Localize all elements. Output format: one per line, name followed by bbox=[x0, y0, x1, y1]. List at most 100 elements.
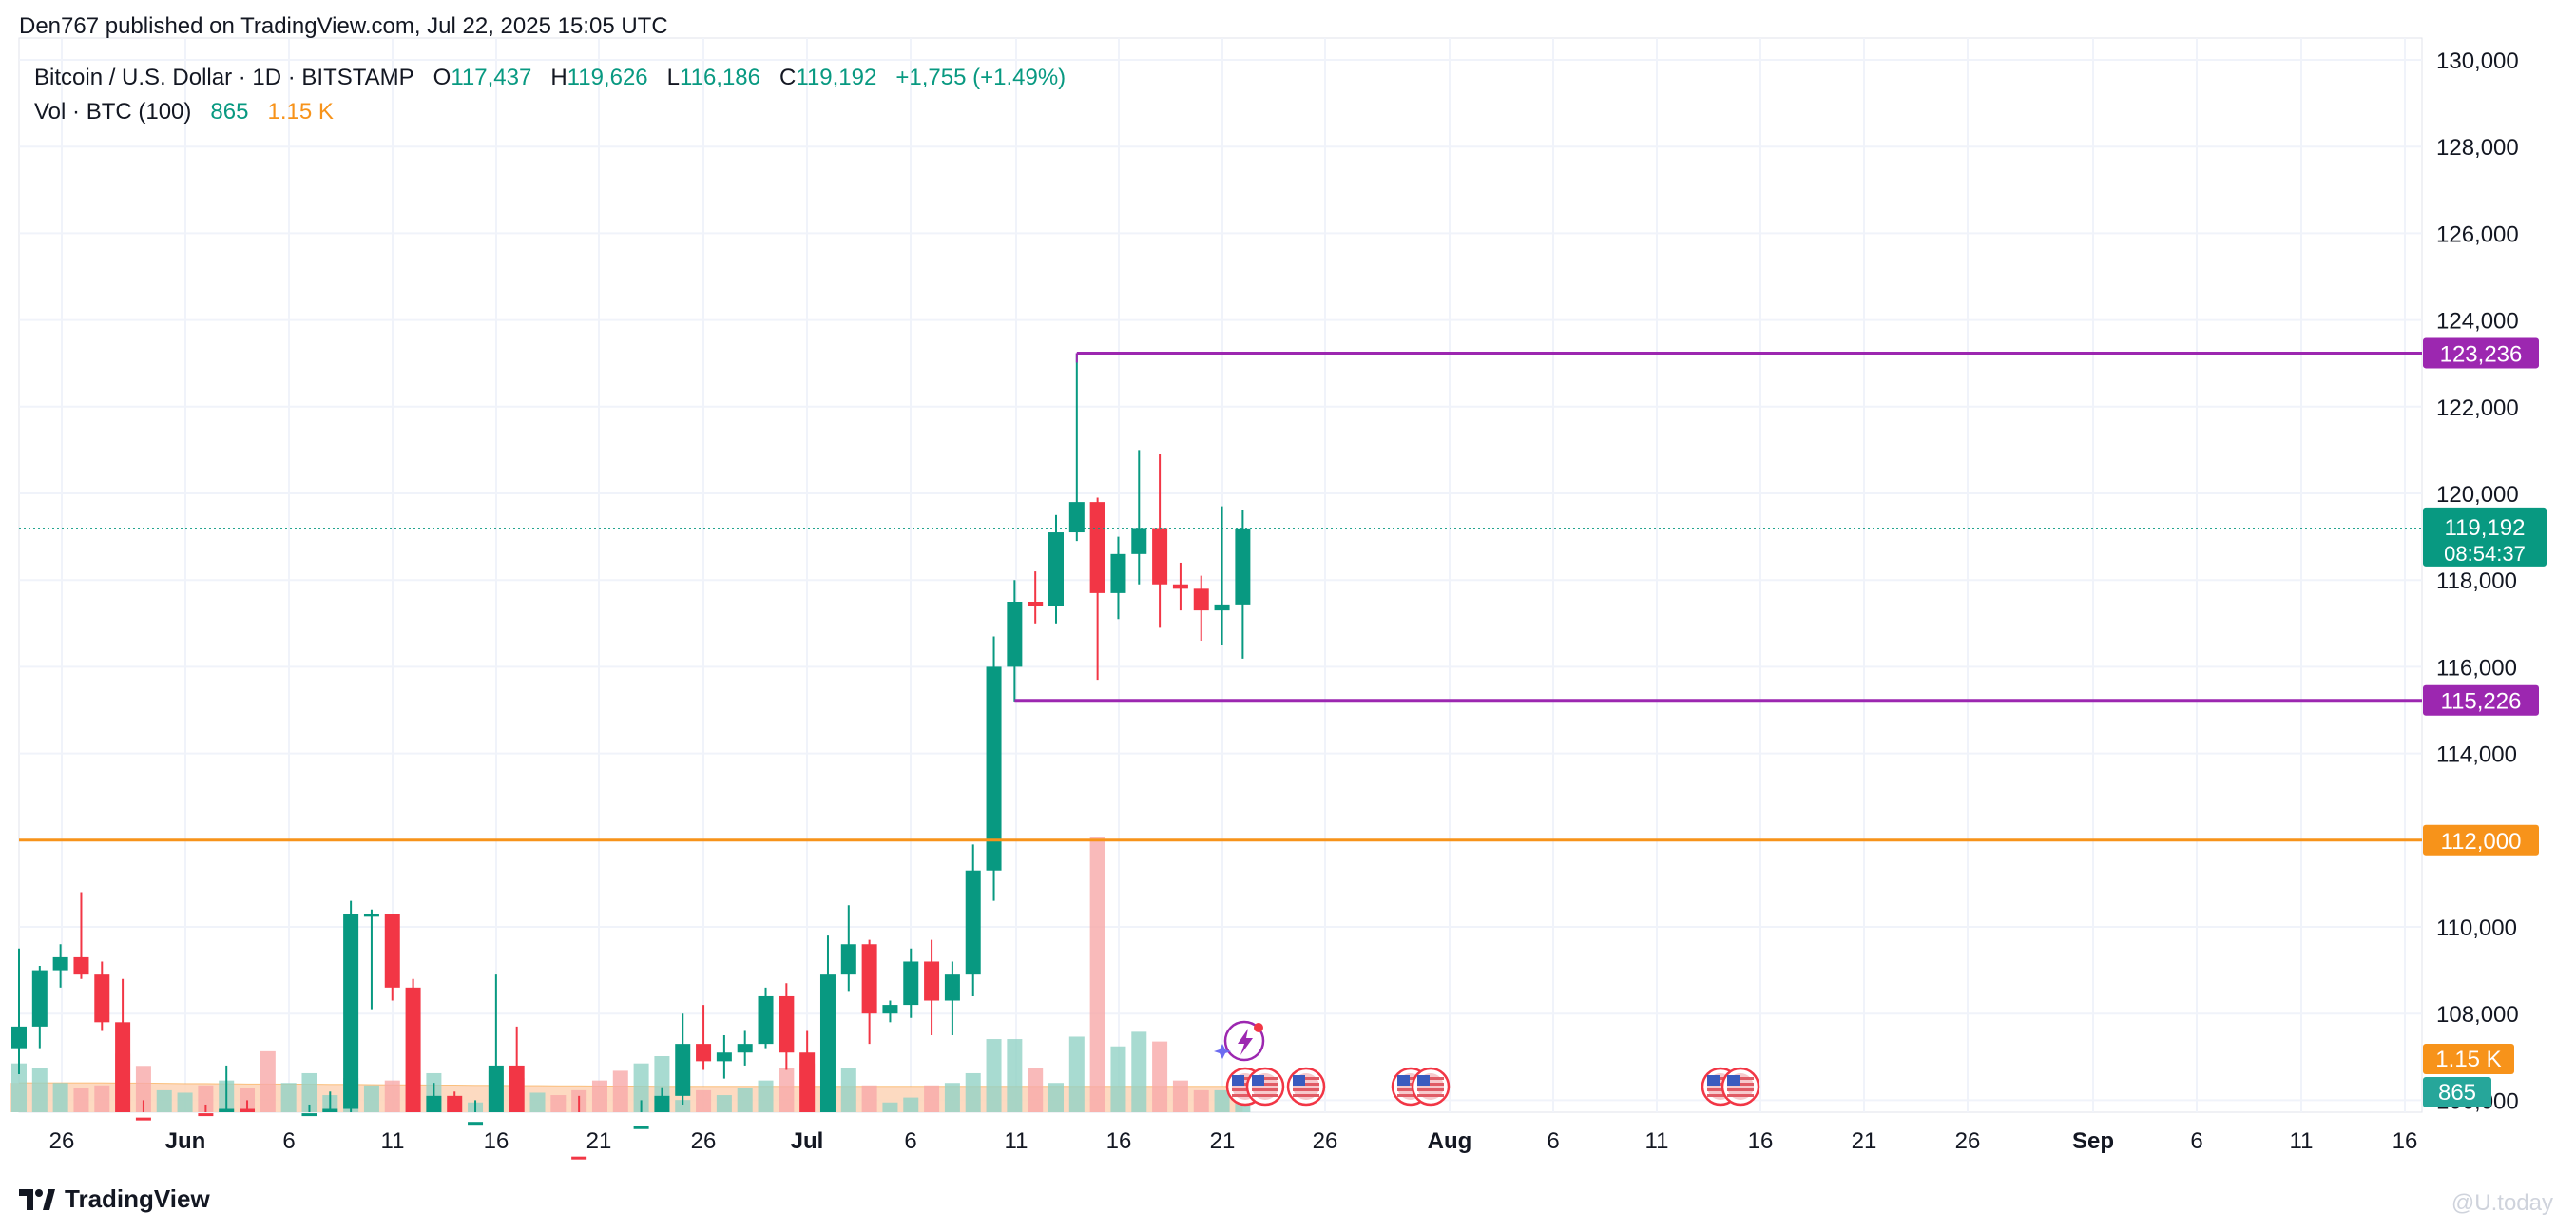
volume-bar bbox=[1068, 1036, 1085, 1112]
candle bbox=[1068, 353, 1085, 542]
flag-stripe bbox=[1707, 1088, 1734, 1091]
candle bbox=[1152, 453, 1168, 628]
candle-body bbox=[571, 1156, 587, 1160]
change-value: +1,755 (+1.49%) bbox=[895, 65, 1067, 90]
candle bbox=[1089, 497, 1105, 681]
candle bbox=[654, 1087, 670, 1112]
volume-bar bbox=[965, 1072, 981, 1112]
flag-canton bbox=[1727, 1075, 1740, 1086]
watermark: @U.today bbox=[2451, 1190, 2553, 1216]
candle bbox=[384, 914, 400, 1001]
candle-body bbox=[240, 1108, 256, 1112]
candle bbox=[11, 948, 27, 1075]
volume-bar bbox=[944, 1083, 960, 1112]
countdown-label: 08:54:37 bbox=[2444, 542, 2526, 566]
volume-bar bbox=[1089, 837, 1105, 1112]
candle-body bbox=[219, 1108, 235, 1112]
candle bbox=[488, 974, 504, 1112]
symbol-legend: Bitcoin / U.S. Dollar · 1D · BITSTAMP O1… bbox=[34, 65, 1066, 91]
close-label: C bbox=[779, 65, 797, 90]
low-label: L bbox=[666, 65, 681, 90]
candle-series bbox=[11, 353, 1251, 1160]
candle bbox=[571, 1095, 587, 1160]
flag-stripe bbox=[1293, 1083, 1319, 1086]
flag-stripe bbox=[1417, 1083, 1444, 1086]
candle-body bbox=[73, 956, 89, 975]
volume-bar bbox=[882, 1102, 898, 1112]
y-tick-label: 124,000 bbox=[2436, 309, 2519, 335]
x-tick-label: 16 bbox=[1748, 1128, 1774, 1154]
symbol-title[interactable]: Bitcoin / U.S. Dollar · 1D · BITSTAMP bbox=[34, 65, 414, 90]
candle-body bbox=[363, 914, 379, 917]
lightning-icon[interactable] bbox=[1214, 1020, 1265, 1062]
volume-bar bbox=[1214, 1089, 1230, 1112]
us-flag-icon[interactable] bbox=[1245, 1067, 1285, 1107]
candle-body bbox=[1235, 528, 1251, 605]
flag-canton bbox=[1417, 1075, 1430, 1086]
x-tick-label: 11 bbox=[381, 1128, 405, 1154]
flag-stripe bbox=[1727, 1077, 1754, 1080]
flag-stripe bbox=[1232, 1077, 1259, 1080]
volume-bar bbox=[1193, 1089, 1209, 1112]
volume-bar bbox=[177, 1092, 193, 1112]
us-flag-icon[interactable] bbox=[1411, 1067, 1451, 1107]
x-tick-label: 21 bbox=[1852, 1128, 1877, 1154]
volume-bar bbox=[31, 1068, 48, 1112]
candle bbox=[1048, 514, 1064, 624]
level-price-tag bbox=[2423, 684, 2539, 716]
plot-area bbox=[18, 37, 2423, 1113]
candle bbox=[861, 939, 877, 1045]
candle bbox=[1214, 506, 1230, 645]
x-tick-label: Jul bbox=[791, 1128, 824, 1154]
x-tick-label: 21 bbox=[1210, 1128, 1236, 1154]
volume-tag bbox=[2423, 1077, 2491, 1107]
volume-bar bbox=[529, 1092, 546, 1112]
notification-dot bbox=[1254, 1023, 1263, 1032]
candle-body bbox=[882, 1005, 898, 1014]
publish-info: Den767 published on TradingView.com, Jul… bbox=[19, 13, 668, 39]
candle-body bbox=[52, 956, 68, 971]
volume-title[interactable]: Vol · BTC (100) bbox=[34, 99, 192, 125]
candle bbox=[1235, 510, 1251, 659]
candle bbox=[509, 1026, 525, 1112]
x-tick-label: Aug bbox=[1428, 1128, 1472, 1154]
candle bbox=[882, 1000, 898, 1023]
candle bbox=[924, 939, 940, 1035]
x-tick-label: 11 bbox=[1005, 1128, 1028, 1154]
tradingview-logo[interactable]: TradingView bbox=[19, 1184, 210, 1214]
candle-body bbox=[840, 944, 856, 975]
candle-body bbox=[488, 1065, 504, 1112]
candle-body bbox=[301, 1113, 317, 1117]
candle-body bbox=[675, 1044, 691, 1096]
us-flag-icon[interactable] bbox=[1286, 1067, 1326, 1107]
candle bbox=[1172, 562, 1188, 611]
flag-stripe bbox=[1707, 1094, 1734, 1097]
x-tick-label: 21 bbox=[586, 1128, 612, 1154]
candle bbox=[240, 1100, 256, 1112]
candle bbox=[31, 966, 48, 1049]
candle-body bbox=[405, 987, 421, 1112]
flag-stripe bbox=[1727, 1083, 1754, 1086]
y-tick-label: 126,000 bbox=[2436, 221, 2519, 247]
candle-body bbox=[1110, 553, 1126, 593]
candle bbox=[198, 1104, 214, 1117]
high-label: H bbox=[550, 65, 567, 90]
us-flag-icon[interactable] bbox=[1721, 1067, 1760, 1107]
tradingview-logo-icon bbox=[19, 1188, 55, 1210]
volume-bar bbox=[52, 1083, 68, 1112]
flag-canton bbox=[1707, 1075, 1720, 1086]
flag-stripe bbox=[1293, 1088, 1319, 1091]
flag-stripe bbox=[1397, 1077, 1424, 1080]
candle-body bbox=[447, 1095, 463, 1112]
volume-bar bbox=[716, 1095, 732, 1112]
candle-body bbox=[198, 1113, 214, 1117]
x-tick-label: 11 bbox=[2290, 1128, 2314, 1154]
candle-body bbox=[426, 1095, 442, 1112]
volume-bar bbox=[675, 1100, 691, 1112]
flag-canton bbox=[1252, 1075, 1264, 1086]
open-label: O bbox=[433, 65, 452, 90]
volume-bar bbox=[1048, 1083, 1064, 1112]
flag-stripe bbox=[1293, 1077, 1319, 1080]
candle-body bbox=[1068, 502, 1085, 533]
